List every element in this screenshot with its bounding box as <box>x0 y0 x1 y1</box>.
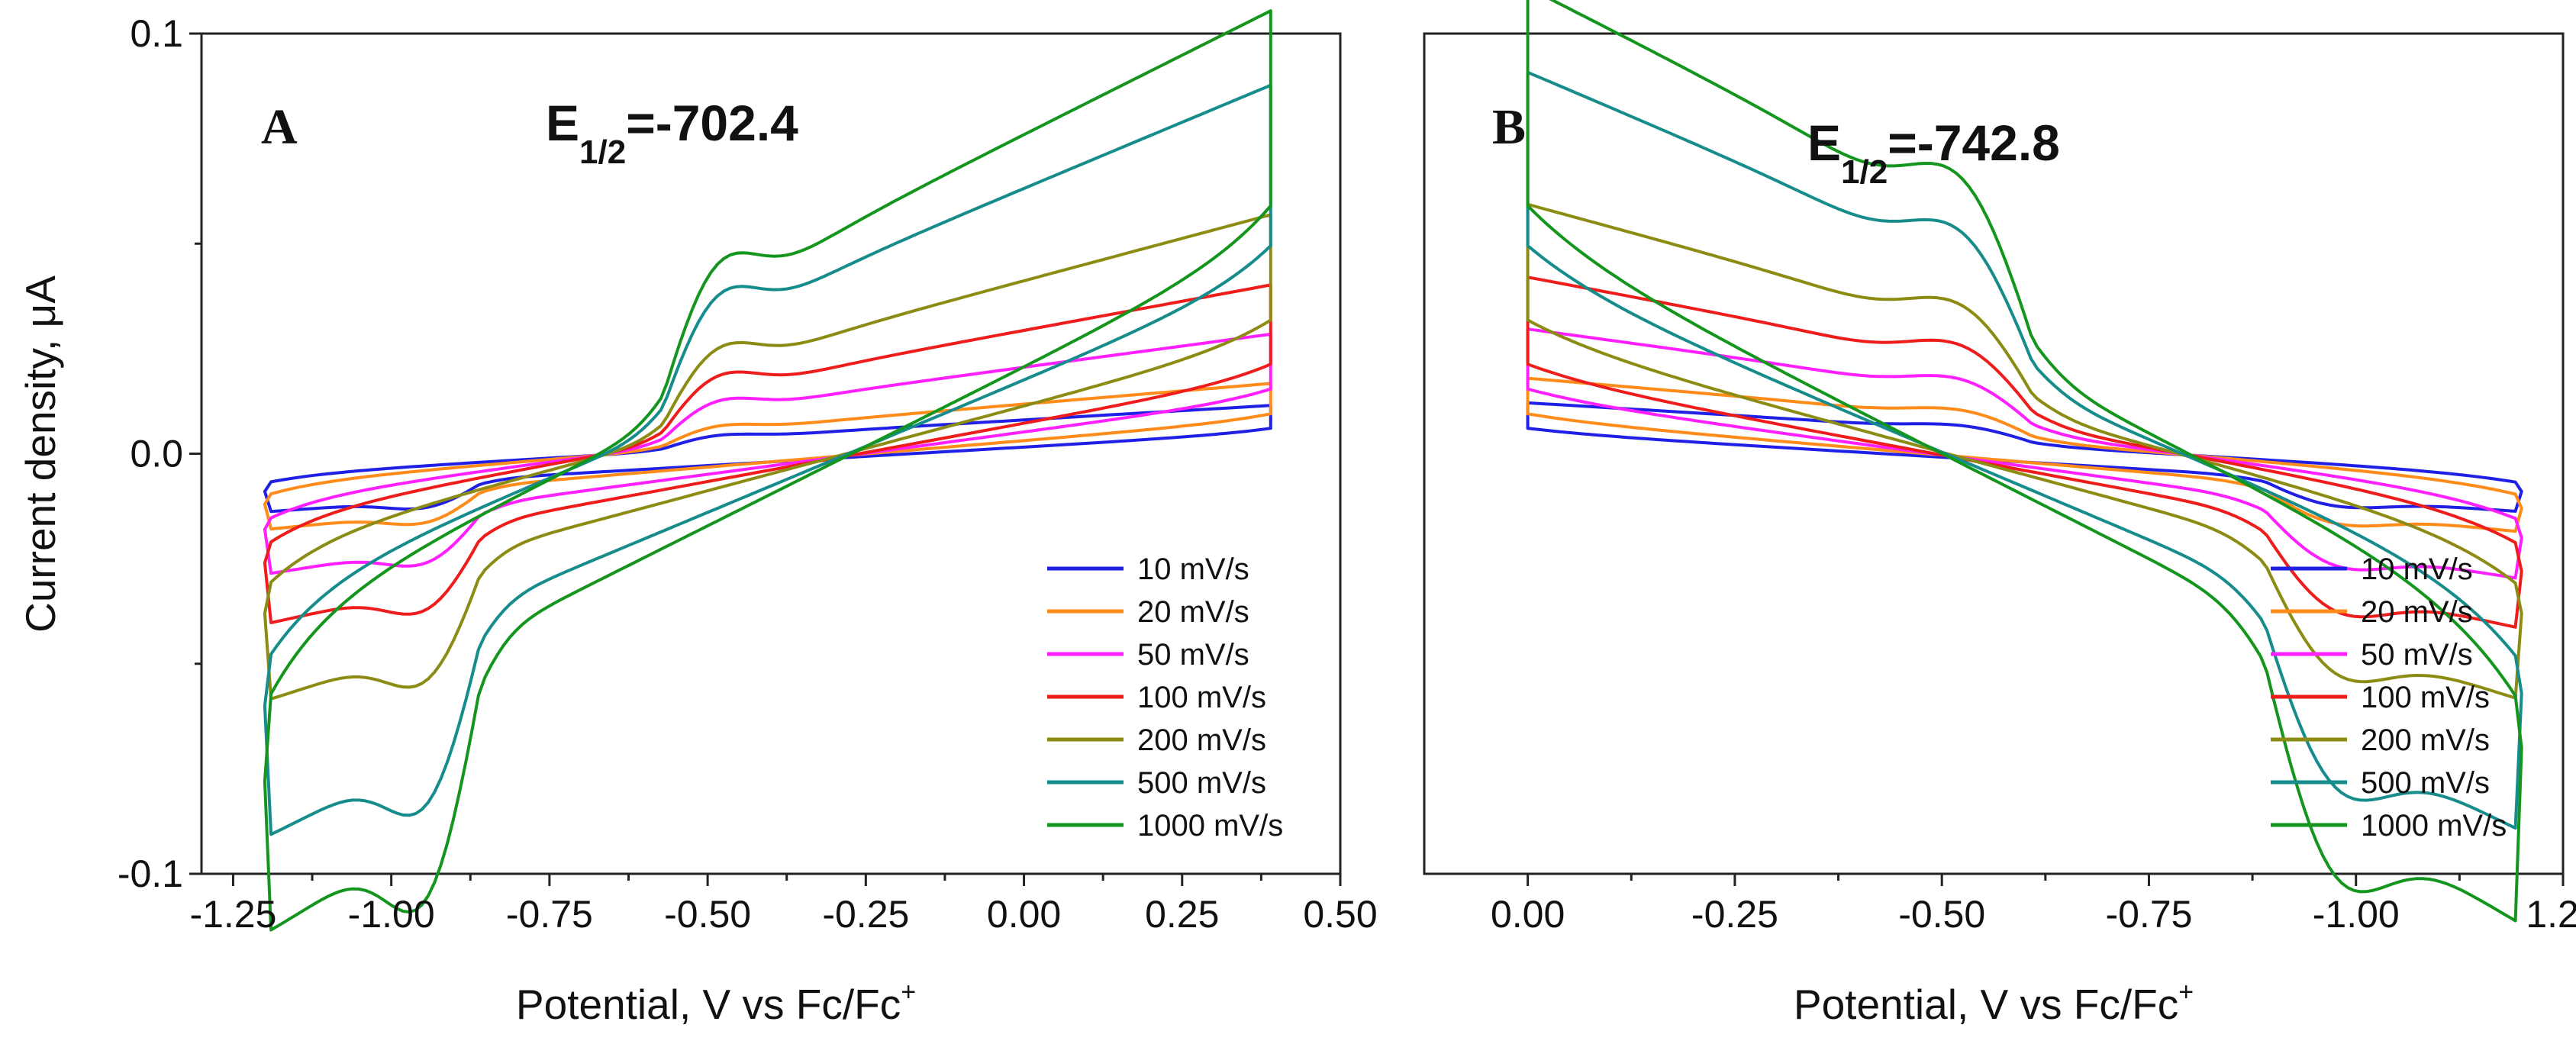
panel-b-x-tick-label: -0.25 <box>1691 893 1778 936</box>
panel-b-legend: 10 mV/s 20 mV/s 50 mV/s 100 mV/s 200 mV/s 500… <box>2271 553 2507 843</box>
panel-a-e-half-symbol: E <box>546 95 579 151</box>
panel-b-x-tick-label: 1.25 <box>2526 893 2576 936</box>
panel-a-x-axis-label-sup: + <box>901 978 916 1007</box>
panel-a-legend-label-10-mv-s: 10 mV/s <box>1137 553 1249 586</box>
panel-a-x-tick-label: 0.50 <box>1303 893 1377 936</box>
panel-b-x-tick-label: -0.50 <box>1898 893 1985 936</box>
panel-b-plot-frame <box>1423 32 2565 875</box>
panel-b-x-axis-label: Potential, V vs Fc/Fc+ <box>1794 978 2194 1028</box>
panel-b-legend-label-50-mv-s: 50 mV/s <box>2361 638 2473 672</box>
panel-b-e-half-symbol: E <box>1807 114 1841 171</box>
panel-a-e-half-annotation: E1/2=-702.4 <box>546 95 798 171</box>
panel-a-y-axis: -0.1 0.0 0.1 <box>118 12 202 895</box>
panel-b-legend-label-10-mv-s: 10 mV/s <box>2361 553 2473 586</box>
panel-a-legend: 10 mV/s 20 mV/s 50 mV/s 100 mV/s 200 mV/s 500… <box>1047 553 1283 843</box>
panel-a-x-axis: -1.25 -1.00 -0.75 -0.50 -0.25 0.00 0.25 0.50 <box>189 874 1378 936</box>
panel-a-x-tick-label: -0.75 <box>506 893 593 936</box>
panel-a-legend-label-500-mv-s: 500 mV/s <box>1137 766 1266 800</box>
panel-a-legend-label-50-mv-s: 50 mV/s <box>1137 638 1249 672</box>
panel-a-legend-label-100-mv-s: 100 mV/s <box>1137 681 1266 714</box>
panel-b-legend-label-1000-mv-s: 1000 mV/s <box>2361 809 2507 843</box>
panel-a-x-tick-label: -0.50 <box>664 893 751 936</box>
panel-a-legend-label-1000-mv-s: 1000 mV/s <box>1137 809 1283 843</box>
panel-a: -1.25 -1.00 -0.75 -0.50 -0.25 0.00 0.25 0.50 -0… <box>17 9 1378 1028</box>
panel-a-x-tick-label: -1.25 <box>189 893 276 936</box>
panel-b-x-axis: 1.25 -1.00 -0.75 -0.50 -0.25 0.00 <box>1491 874 2576 936</box>
panel-b-x-tick-label: -1.00 <box>2313 893 2400 936</box>
panel-b-x-axis-label-sup: + <box>2178 978 2194 1007</box>
panel-b-e-half-subscript: 1/2 <box>1841 153 1888 191</box>
y-axis-label: Current density, μA <box>17 276 64 633</box>
panel-b-x-tick-label: -0.75 <box>2105 893 2192 936</box>
panel-a-x-tick-label: 0.25 <box>1145 893 1219 936</box>
panel-b-x-tick-label: 0.00 <box>1491 893 1565 936</box>
panel-b-legend-label-200-mv-s: 200 mV/s <box>2361 723 2490 757</box>
panel-b-legend-label-20-mv-s: 20 mV/s <box>2361 595 2473 629</box>
panel-b-legend-label-500-mv-s: 500 mV/s <box>2361 766 2490 800</box>
panel-b-e-half-annotation: E1/2=-742.8 <box>1807 114 2060 191</box>
panel-a-x-tick-label: -1.00 <box>348 893 435 936</box>
panel-b-curves <box>1526 0 2523 923</box>
panel-a-x-tick-label: 0.00 <box>987 893 1061 936</box>
panel-a-e-half-subscript: 1/2 <box>579 134 626 171</box>
panel-a-series-1000-mv-s <box>263 9 1272 932</box>
panel-b-x-axis-label-main: Potential, V vs Fc/Fc <box>1794 981 2178 1028</box>
panel-a-x-axis-label: Potential, V vs Fc/Fc+ <box>516 978 916 1028</box>
panel-a-y-tick-label: 0.0 <box>130 433 183 475</box>
panel-b-letter: B <box>1492 99 1526 155</box>
panel-a-y-tick-label: -0.1 <box>118 852 183 895</box>
panel-b: 1.25 -1.00 -0.75 -0.50 -0.25 0.00 B E1/2=-742… <box>1423 0 2576 1028</box>
panel-b-e-half-value: =-742.8 <box>1888 114 2060 171</box>
panel-a-curves <box>263 9 1272 932</box>
panel-a-x-tick-label: -0.25 <box>822 893 909 936</box>
panel-a-x-axis-label-main: Potential, V vs Fc/Fc <box>516 981 901 1028</box>
panel-a-e-half-value: =-702.4 <box>626 95 798 151</box>
panel-b-legend-label-100-mv-s: 100 mV/s <box>2361 681 2490 714</box>
panel-b-series-1000-mv-s <box>1526 0 2523 923</box>
panel-a-legend-label-20-mv-s: 20 mV/s <box>1137 595 1249 629</box>
panel-a-letter: A <box>261 99 298 155</box>
panel-a-y-tick-label: 0.1 <box>130 12 183 55</box>
panel-a-legend-label-200-mv-s: 200 mV/s <box>1137 723 1266 757</box>
